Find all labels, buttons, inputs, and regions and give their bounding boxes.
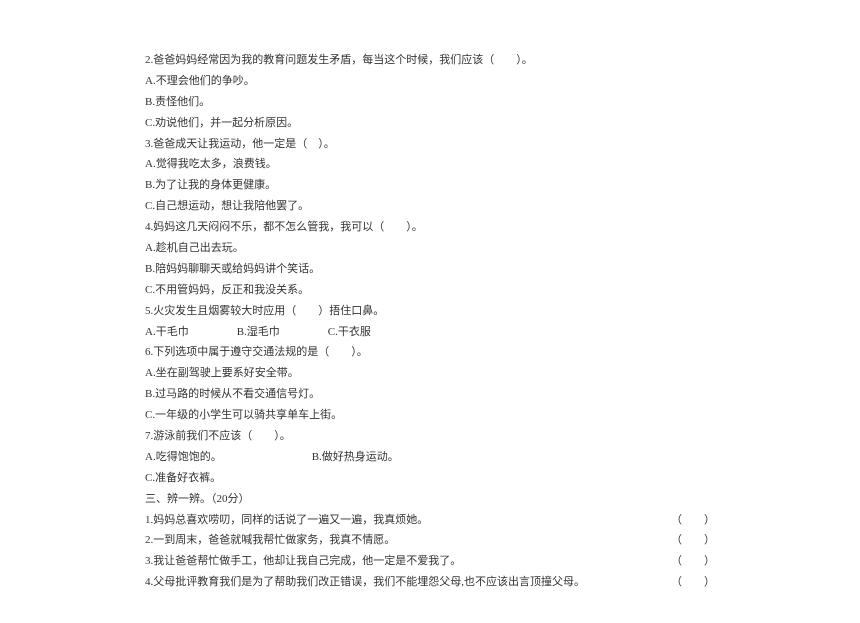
q3-stem: 3.爸爸成天让我运动，他一定是（ ）。 [145, 134, 715, 155]
q7-stem: 7.游泳前我们不应该（ ）。 [145, 426, 715, 447]
judge-4-text: 4.父母批评教育我们是为了帮助我们改正错误，我们不能埋怨父母,也不应该出言顶撞父… [145, 572, 585, 593]
q7-option-c: C.准备好衣裤。 [145, 468, 715, 489]
document-content: 2.爸爸妈妈经常因为我的教育问题发生矛盾，每当这个时候，我们应该（ ）。 A.不… [0, 0, 860, 623]
judge-4-blank: （ ） [671, 572, 715, 593]
judge-3: 3.我让爸爸帮忙做手工，他却让我自己完成，他一定是不爱我了。 （ ） [145, 551, 715, 572]
judge-3-blank: （ ） [671, 551, 715, 572]
q7-option-a: A.吃得饱饱的。 [145, 447, 222, 468]
q2-option-b: B.责怪他们。 [145, 92, 715, 113]
q2-option-c: C.劝说他们，并一起分析原因。 [145, 113, 715, 134]
judge-2: 2.一到周末，爸爸就喊我帮忙做家务，我真不情愿。 （ ） [145, 530, 715, 551]
q2-option-a: A.不理会他们的争吵。 [145, 71, 715, 92]
q5-option-b: B.湿毛巾 [237, 322, 280, 343]
q6-option-b: B.过马路的时候从不看交通信号灯。 [145, 384, 715, 405]
judge-4: 4.父母批评教育我们是为了帮助我们改正错误，我们不能埋怨父母,也不应该出言顶撞父… [145, 572, 715, 593]
q7-options-row1: A.吃得饱饱的。 B.做好热身运动。 [145, 447, 715, 468]
judge-3-text: 3.我让爸爸帮忙做手工，他却让我自己完成，他一定是不爱我了。 [145, 551, 461, 572]
judge-1-text: 1.妈妈总喜欢唠叨，同样的话说了一遍又一遍，我真烦她。 [145, 510, 428, 531]
judge-1: 1.妈妈总喜欢唠叨，同样的话说了一遍又一遍，我真烦她。 （ ） [145, 510, 715, 531]
q4-option-a: A.趁机自己出去玩。 [145, 238, 715, 259]
q3-option-c: C.自己想运动，想让我陪他罢了。 [145, 196, 715, 217]
q4-option-b: B.陪妈妈聊聊天或给妈妈讲个笑话。 [145, 259, 715, 280]
q3-option-b: B.为了让我的身体更健康。 [145, 175, 715, 196]
q4-stem: 4.妈妈这几天闷闷不乐，都不怎么管我，我可以（ ）。 [145, 217, 715, 238]
q4-option-c: C.不用管妈妈，反正和我没关系。 [145, 280, 715, 301]
q2-stem: 2.爸爸妈妈经常因为我的教育问题发生矛盾，每当这个时候，我们应该（ ）。 [145, 50, 715, 71]
q3-option-a: A.觉得我吃太多，浪费钱。 [145, 154, 715, 175]
q5-options: A.干毛巾 B.湿毛巾 C.干衣服 [145, 322, 715, 343]
judge-2-text: 2.一到周末，爸爸就喊我帮忙做家务，我真不情愿。 [145, 530, 395, 551]
judge-2-blank: （ ） [671, 530, 715, 551]
q6-option-c: C.一年级的小学生可以骑共享单车上街。 [145, 405, 715, 426]
q5-stem: 5.火灾发生且烟雾较大时应用（ ）捂住口鼻。 [145, 301, 715, 322]
q7-option-b: B.做好热身运动。 [312, 447, 399, 468]
q6-stem: 6.下列选项中属于遵守交通法规的是（ ）。 [145, 342, 715, 363]
q6-option-a: A.坐在副驾驶上要系好安全带。 [145, 363, 715, 384]
q5-option-a: A.干毛巾 [145, 322, 189, 343]
q5-option-c: C.干衣服 [328, 322, 371, 343]
section-3-heading: 三、辨一辨。（20分） [145, 489, 715, 510]
judge-1-blank: （ ） [671, 510, 715, 531]
